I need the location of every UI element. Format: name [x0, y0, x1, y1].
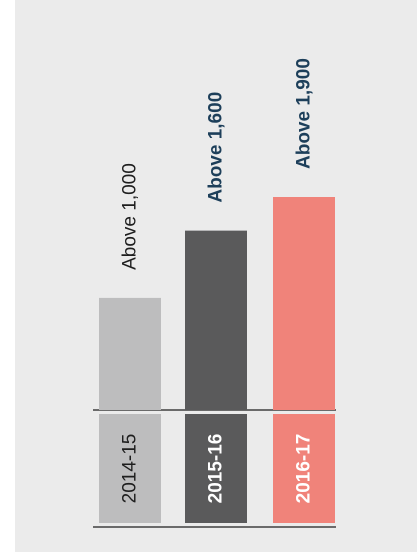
category-block-2016-17: [273, 414, 335, 523]
bar-2015-16: [185, 230, 247, 410]
category-label-2016-17: 2016-17: [294, 434, 315, 504]
bar-2016-17: [273, 197, 335, 410]
category-label-2015-16: 2015-16: [206, 434, 227, 504]
value-label-2016-17: Above 1,900: [294, 58, 315, 169]
value-label-2014-15: Above 1,000: [120, 163, 141, 270]
bar-2014-15: [99, 297, 161, 410]
category-block-2014-15: [99, 414, 161, 523]
chart-marks: 2014-15 Above 1,000 2015-16 Above 1,600 2016…: [99, 58, 335, 523]
category-label-2014-15: 2014-15: [120, 434, 141, 504]
category-block-2015-16: [185, 414, 247, 523]
value-label-2015-16: Above 1,600: [206, 92, 227, 203]
